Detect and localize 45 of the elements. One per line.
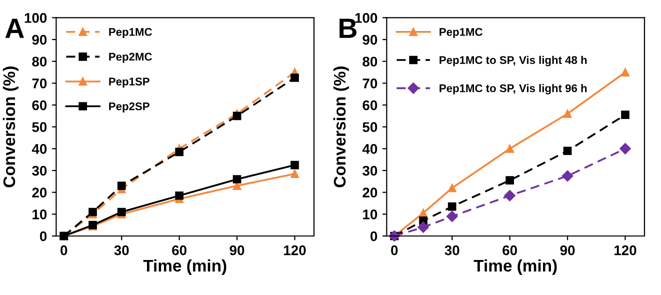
text: B [340,18,357,38]
legend-label: Pep1MC to SP, Vis light 96 h [440,84,587,94]
x-tick-label: 0 [60,245,68,256]
legend-label: Pep2SP [109,102,150,112]
legend-label: Pep1MC [109,28,152,38]
x-axis-title: Time (min) [474,259,557,275]
y-tick-label: 80 [32,56,47,67]
x-tick-label: 60 [502,245,517,256]
y-tick-label: 30 [32,166,47,176]
x-axis-title: Time (min) [143,259,226,275]
y-tick-label: 70 [32,78,47,88]
x-tick-label: 0 [391,245,398,256]
x-tick-label: 120 [614,245,636,256]
legend-label: Pep1MC [440,28,482,38]
y-tick-label: 80 [362,56,378,67]
y-tick-label: 20 [362,188,378,198]
x-tick-label: 90 [560,245,575,256]
x-tick-label: 60 [172,245,186,256]
y-tick-label: 100 [24,13,47,23]
y-tick-label: 10 [32,210,47,220]
y-tick-label: 90 [32,34,47,45]
y-tick-label: 90 [362,34,378,45]
y-tick-label: 0 [40,231,47,242]
y-tick-label: 50 [362,122,378,132]
y-tick-label: 40 [362,144,378,154]
legend-label: Pep1MC to SP, Vis light 48 h [440,56,587,66]
y-tick-label: 0 [370,231,378,242]
x-tick-label: 90 [230,245,244,256]
legend-label: Pep1SP [109,78,150,88]
x-tick-label: 120 [284,245,306,256]
x-tick-label: 30 [444,245,460,256]
x-tick-label: 30 [114,245,129,256]
y-tick-label: 40 [32,144,47,154]
text: A [5,18,24,38]
legend-label: Pep2MC [109,52,152,63]
y-tick-label: 60 [362,100,378,110]
y-axis-title: Conversion (%) [2,66,18,188]
y-tick-label: 60 [32,100,47,110]
y-tick-label: 30 [362,166,378,176]
y-tick-label: 100 [355,13,378,23]
y-tick-label: 20 [32,188,47,198]
y-tick-label: 70 [362,78,378,88]
y-tick-label: 10 [363,210,378,220]
y-tick-label: 50 [32,122,47,132]
y-axis-title: Conversion (%) [333,66,349,188]
